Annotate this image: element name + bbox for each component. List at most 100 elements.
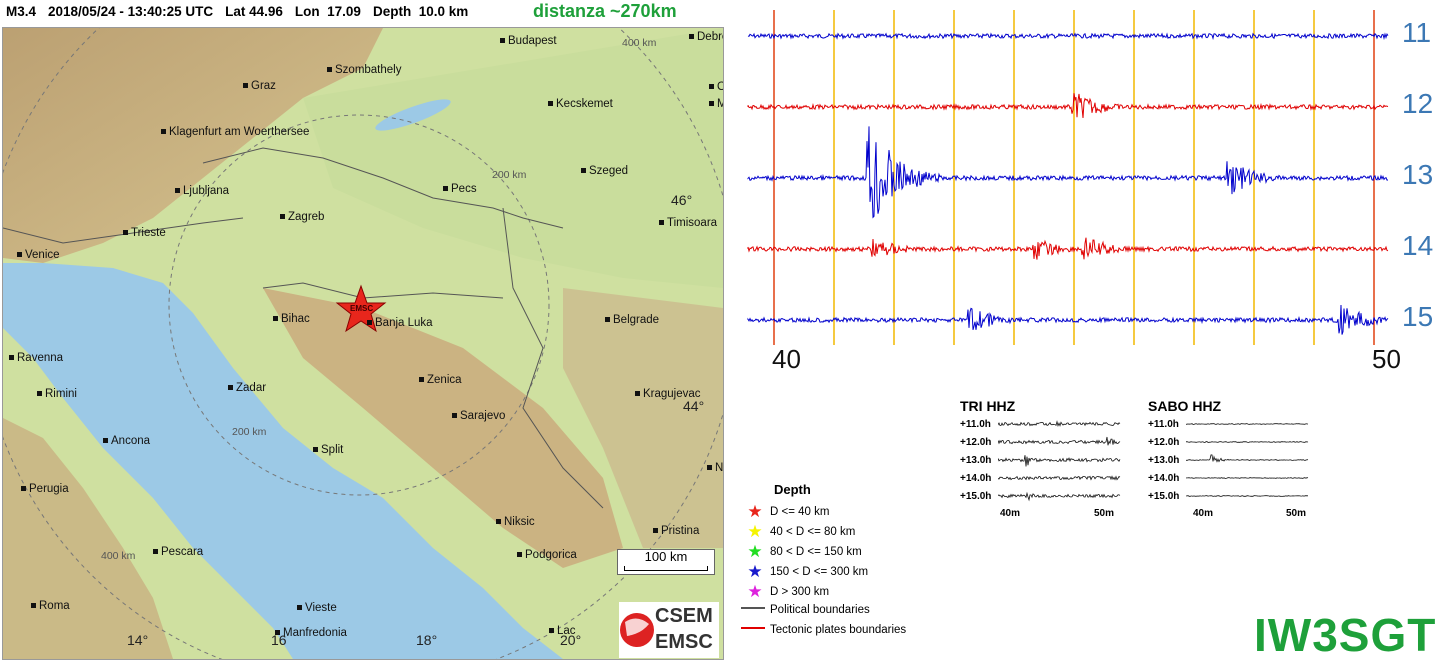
political-line-icon xyxy=(741,607,765,610)
helicorder-trace xyxy=(1186,477,1309,479)
seismic-trace xyxy=(747,126,1389,219)
sabo-start: 40m xyxy=(1193,508,1214,519)
sabo-title: SABO HHZ xyxy=(1148,398,1222,414)
map-background xyxy=(3,28,723,659)
seismic-traces xyxy=(747,32,1389,335)
event-header: M3.4 2018/05/24 - 13:40:25 UTC Lat 44.96 Lo… xyxy=(6,4,480,19)
city-label: Mi xyxy=(709,98,723,110)
red-star-icon: ★ xyxy=(747,502,763,521)
city-label: Venice xyxy=(17,249,60,261)
blue-star-icon: ★ xyxy=(747,562,763,581)
scale-label: 100 km xyxy=(644,549,688,564)
globe-icon xyxy=(620,613,654,647)
city-label: Perugia xyxy=(21,483,69,495)
legend-line-item: Tectonic plates boundaries xyxy=(740,624,906,636)
sabo-end: 50m xyxy=(1286,508,1307,519)
city-label: Szombathely xyxy=(327,64,401,76)
seismic-trace xyxy=(747,237,1389,260)
longitude-tick: 14° xyxy=(127,632,149,648)
city-label: Kragujevac xyxy=(635,388,701,400)
city-label: Manfredonia xyxy=(275,627,347,639)
longitude: Lon 17.09 xyxy=(294,4,361,19)
city-label: Pescara xyxy=(153,546,203,558)
epicenter-star xyxy=(335,284,387,333)
city-label: Split xyxy=(313,444,343,456)
depth: Depth 10.0 km xyxy=(372,4,469,19)
legend-item: ★ 150 < D <= 300 km xyxy=(740,562,868,582)
logo-emsc: EMSC xyxy=(655,631,713,653)
map-scale: 100 km xyxy=(617,549,715,575)
sabo-row-label: +14.0h xyxy=(1148,473,1180,484)
city-label: Szeged xyxy=(581,165,628,177)
magenta-star-icon: ★ xyxy=(747,582,763,601)
city-label: Vieste xyxy=(297,602,337,614)
helicorder-trace xyxy=(998,436,1121,446)
city-label: Bihac xyxy=(273,313,310,325)
longitude-tick: 18° xyxy=(416,632,438,648)
scale-bar xyxy=(624,566,708,571)
trace-number: 14 xyxy=(1402,230,1434,261)
legend-item: ★ 40 < D <= 80 km xyxy=(740,522,855,542)
sabo-helicorder xyxy=(1186,423,1309,497)
tri-row-label: +15.0h xyxy=(960,491,992,502)
city-label: Zenica xyxy=(419,374,462,386)
helicorder-trace xyxy=(998,475,1121,481)
helicorder-trace xyxy=(1186,423,1309,425)
trace-number: 12 xyxy=(1402,88,1434,119)
sabo-row-label: +15.0h xyxy=(1148,491,1180,502)
tectonic-line-icon xyxy=(741,627,765,630)
city-label: Banja Luka xyxy=(367,317,433,329)
helicorder-trace xyxy=(1186,495,1308,497)
epicenter-map[interactable]: Budapest Debre Szombathely Graz Or Kecsk… xyxy=(2,27,724,660)
epicenter-label: EMSC xyxy=(350,304,374,313)
sabo-row-label: +11.0h xyxy=(1148,419,1179,430)
helicorder-trace xyxy=(998,491,1121,502)
tri-title: TRI HHZ xyxy=(960,398,1016,414)
ring-label: 200 km xyxy=(492,169,527,181)
longitude-tick: 20° xyxy=(560,632,582,648)
legend-item: ★ D <= 40 km xyxy=(740,502,829,522)
seismic-trace xyxy=(747,304,1389,335)
yellow-star-icon: ★ xyxy=(747,522,763,541)
seismogram-panel xyxy=(747,10,1389,345)
legend-item: ★ D > 300 km xyxy=(740,582,829,602)
tri-row-label: +13.0h xyxy=(960,455,992,466)
city-label: Niksic xyxy=(496,516,535,528)
city-label: Timisoara xyxy=(659,217,717,229)
sabo-row-label: +13.0h xyxy=(1148,455,1180,466)
event-datetime: 2018/05/24 - 13:40:25 UTC xyxy=(48,4,214,19)
city-label: Trieste xyxy=(123,227,166,239)
ring-label: 400 km xyxy=(101,550,136,562)
magnitude: M3.4 xyxy=(6,4,37,19)
city-label: Graz xyxy=(243,80,276,92)
tri-start: 40m xyxy=(1000,508,1021,519)
city-label: Ljubljana xyxy=(175,185,229,197)
distance-label: distanza ~270km xyxy=(533,1,677,21)
tri-end: 50m xyxy=(1094,508,1115,519)
city-label: Debre xyxy=(689,31,723,43)
city-label: Rimini xyxy=(37,388,77,400)
helicorder-trace xyxy=(998,455,1121,467)
city-label: Ravenna xyxy=(9,352,63,364)
tri-helicorder xyxy=(998,420,1121,502)
city-label: Ancona xyxy=(103,435,150,447)
city-label: Klagenfurt am Woerthersee xyxy=(161,126,309,138)
city-label: Belgrade xyxy=(605,314,659,326)
city-label: Or xyxy=(709,81,723,93)
longitude-tick: 16 xyxy=(271,632,287,648)
time-start-label: 40 xyxy=(772,344,801,374)
trace-number: 11 xyxy=(1402,17,1432,48)
green-star-icon: ★ xyxy=(747,542,763,561)
tri-row-label: +12.0h xyxy=(960,437,992,448)
city-label: Pecs xyxy=(443,183,477,195)
logo-csem: CSEM xyxy=(655,605,713,627)
trace-number: 15 xyxy=(1402,301,1434,332)
time-end-label: 50 xyxy=(1372,344,1401,374)
city-label: Kecskemet xyxy=(548,98,613,110)
city-label: Zadar xyxy=(228,382,266,394)
city-label: Roma xyxy=(31,600,70,612)
helicorder-trace xyxy=(998,420,1121,427)
helicorder-trace xyxy=(1186,454,1309,463)
legend-item: ★ 80 < D <= 150 km xyxy=(740,542,861,562)
tri-row-label: +14.0h xyxy=(960,473,992,484)
